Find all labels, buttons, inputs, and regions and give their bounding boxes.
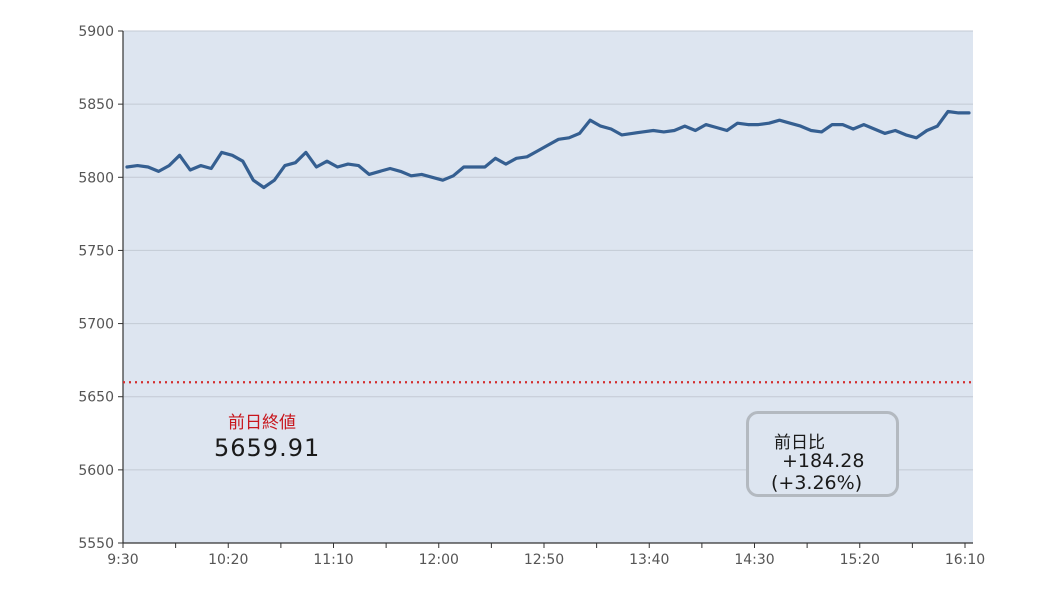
price-series-line [125, 109, 971, 190]
change-percent: (+3.26%) [771, 472, 863, 494]
x-tick-label: 13:40 [629, 552, 669, 568]
prev-close-value: 5659.91 [214, 434, 321, 462]
gridlines [123, 30, 973, 471]
x-tick-label: 10:20 [208, 552, 248, 568]
y-tick-label: 5750 [78, 243, 114, 259]
y-tick-label: 5900 [78, 24, 114, 40]
x-tick-label: 12:50 [524, 552, 564, 568]
y-tick-label: 5800 [78, 170, 114, 186]
x-tick-label: 11:10 [313, 552, 353, 568]
x-tick-label: 9:30 [107, 552, 138, 568]
y-tick-label: 5600 [78, 463, 114, 479]
prev-close-label: 前日終値 [228, 413, 296, 433]
change-label: 前日比 [774, 433, 825, 453]
y-tick-label: 5650 [78, 390, 114, 406]
y-tick-label: 5700 [78, 317, 114, 333]
x-tick-label: 15:20 [840, 552, 880, 568]
series-layer [125, 109, 971, 190]
change-box: 前日比 +184.28 (+3.26%) [746, 411, 899, 497]
y-tick-label: 5850 [78, 97, 114, 113]
x-tick-label: 12:00 [419, 552, 459, 568]
x-tick-label: 16:10 [945, 552, 985, 568]
axes: 5550 5600 5650 5700 5750 5800 5850 5900 9:30 10:2… [78, 24, 985, 568]
x-tick-label: 14:30 [734, 552, 774, 568]
y-tick-label: 5550 [78, 536, 114, 552]
change-amount: +184.28 [782, 450, 865, 472]
